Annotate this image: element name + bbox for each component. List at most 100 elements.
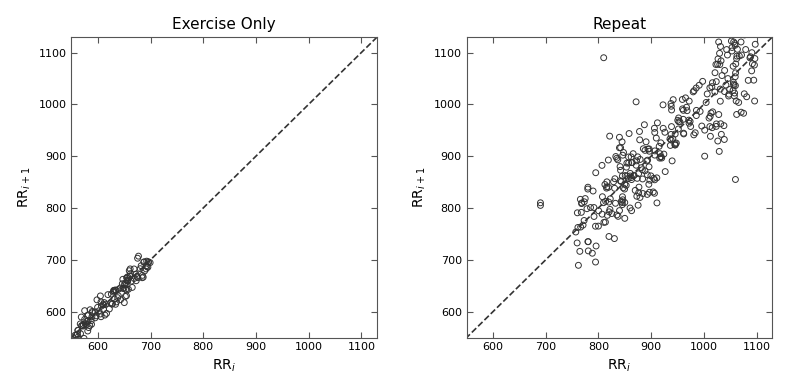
X-axis label: RR$_i$: RR$_i$ xyxy=(608,358,631,374)
Point xyxy=(737,110,750,117)
Point xyxy=(729,74,742,80)
Point xyxy=(128,266,140,272)
Point xyxy=(722,93,735,99)
Point xyxy=(119,280,132,286)
Point xyxy=(608,176,621,182)
Point xyxy=(577,222,589,228)
Point xyxy=(81,328,94,334)
Point xyxy=(613,145,626,151)
Point xyxy=(665,103,678,109)
Point xyxy=(72,327,84,334)
Point xyxy=(737,24,750,30)
Point xyxy=(682,120,695,126)
Point xyxy=(582,248,595,254)
Title: Exercise Only: Exercise Only xyxy=(173,17,276,32)
Point xyxy=(118,285,130,291)
Point xyxy=(705,110,717,116)
Point xyxy=(650,175,663,181)
Point xyxy=(579,196,592,202)
Point xyxy=(731,111,743,118)
Point xyxy=(706,125,719,131)
Point xyxy=(108,296,121,302)
Point xyxy=(682,117,695,123)
Point xyxy=(121,275,133,281)
Point xyxy=(744,54,757,60)
Y-axis label: RR$_{i+1}$: RR$_{i+1}$ xyxy=(412,167,428,208)
Point xyxy=(599,181,611,188)
Point xyxy=(574,196,587,203)
Point xyxy=(99,312,111,318)
Point xyxy=(138,268,151,274)
Point xyxy=(600,185,613,191)
Point xyxy=(611,157,624,163)
Point xyxy=(726,44,739,50)
Point xyxy=(122,278,134,284)
Point xyxy=(633,184,645,190)
Point xyxy=(668,142,681,148)
Point xyxy=(120,292,133,299)
Point xyxy=(609,200,622,206)
Point xyxy=(727,87,739,93)
Point xyxy=(95,303,108,309)
Point xyxy=(626,151,639,157)
Point xyxy=(629,187,641,194)
Point xyxy=(604,133,616,139)
Point xyxy=(644,177,656,183)
Point xyxy=(731,30,743,36)
Point xyxy=(632,170,645,177)
Point xyxy=(590,243,603,249)
Point xyxy=(729,70,742,76)
Point xyxy=(653,143,665,149)
Point xyxy=(129,271,142,277)
Point xyxy=(109,301,122,307)
Point xyxy=(746,61,759,67)
Point xyxy=(581,186,594,192)
Point xyxy=(650,135,663,141)
Point xyxy=(715,131,727,138)
Point xyxy=(670,140,682,146)
Point xyxy=(714,43,727,50)
Point xyxy=(725,38,738,44)
Point xyxy=(715,57,727,64)
Point xyxy=(690,85,702,91)
Point xyxy=(636,176,649,182)
Point xyxy=(588,204,600,211)
Point xyxy=(604,206,616,212)
Point xyxy=(110,287,122,294)
Point xyxy=(728,90,741,96)
Point xyxy=(121,278,133,284)
Point xyxy=(128,275,140,282)
Point xyxy=(747,77,760,83)
Point xyxy=(75,323,88,329)
Point xyxy=(613,134,626,140)
Point xyxy=(617,149,630,156)
Point xyxy=(611,212,623,218)
Point xyxy=(637,190,649,197)
Point xyxy=(625,176,638,183)
Point xyxy=(647,189,660,195)
Point xyxy=(78,316,91,323)
Point xyxy=(710,121,723,127)
Point xyxy=(643,146,656,152)
Point xyxy=(112,293,125,299)
Point xyxy=(713,61,726,68)
Point xyxy=(698,153,711,159)
Point xyxy=(75,314,88,320)
Point xyxy=(125,278,137,284)
Point xyxy=(608,185,621,192)
Point xyxy=(602,157,615,163)
Point xyxy=(729,42,742,48)
Point xyxy=(659,129,671,135)
Point xyxy=(718,88,731,95)
Point xyxy=(641,157,654,163)
Point xyxy=(84,307,96,313)
Point xyxy=(651,120,664,126)
Point xyxy=(664,142,677,149)
Point xyxy=(100,310,113,317)
Point xyxy=(674,119,686,125)
Point xyxy=(624,173,637,179)
Point xyxy=(625,174,638,181)
Point xyxy=(672,126,685,132)
Point xyxy=(619,181,631,187)
Point xyxy=(669,131,682,137)
